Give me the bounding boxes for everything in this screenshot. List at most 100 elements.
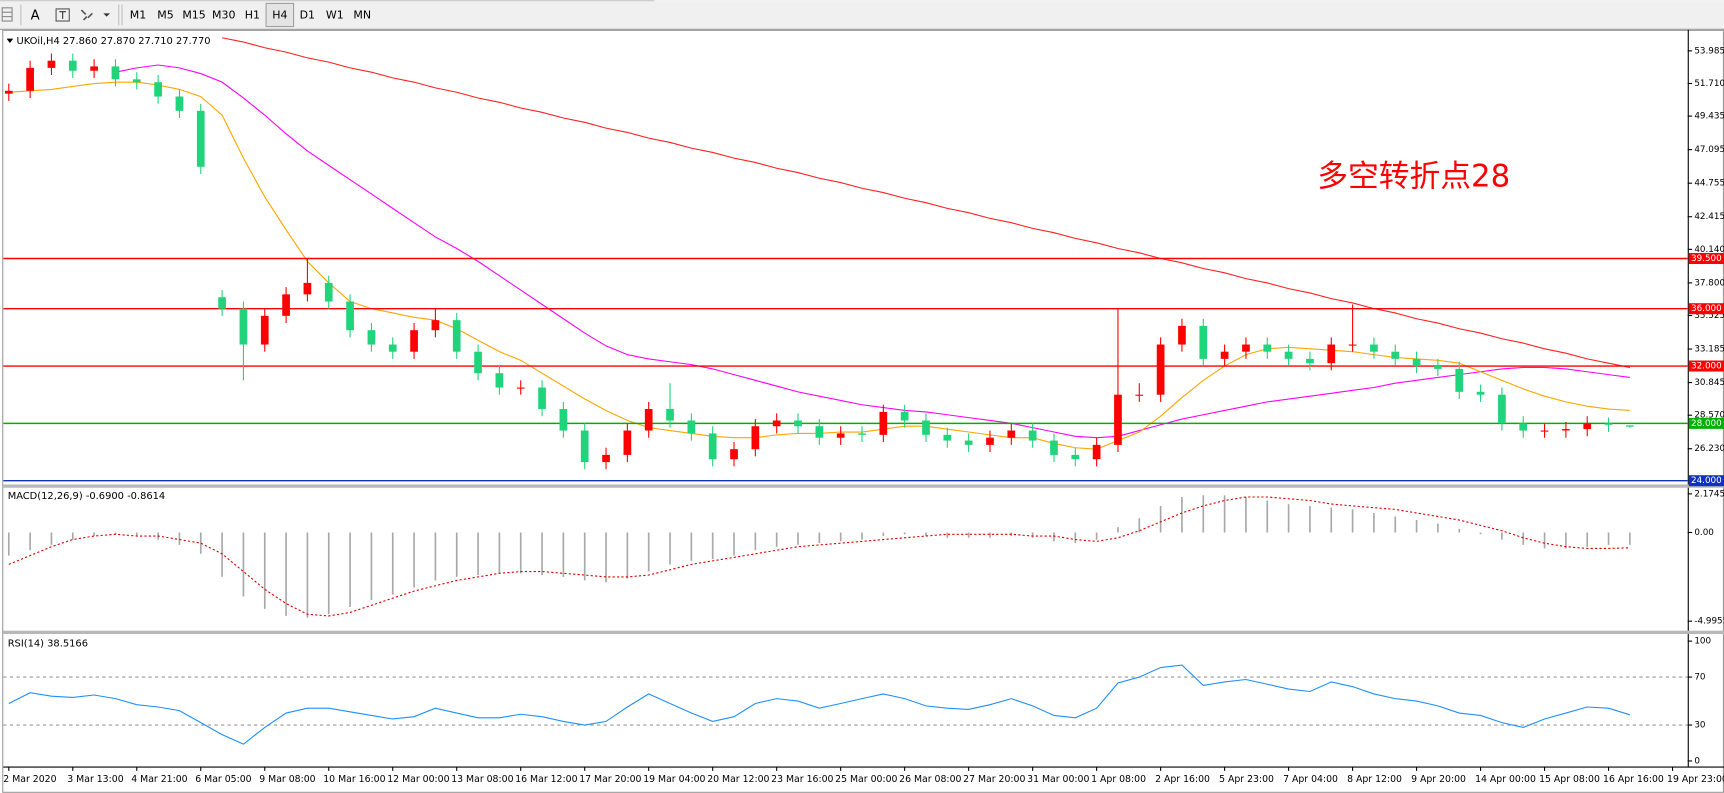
icon-arrow [103, 13, 110, 17]
timeframe-button[interactable]: MN [353, 9, 371, 22]
x-tick-label: 12 Mar 00:00 [387, 774, 449, 785]
x-tick-label: 19 Mar 04:00 [643, 774, 705, 785]
candle-body [324, 282, 333, 302]
candle-body [1199, 325, 1208, 359]
timeframe-button[interactable]: H1 [245, 9, 260, 22]
candle-body [1263, 344, 1272, 352]
y-tick-label: 37.800 [1694, 278, 1724, 288]
icon-frame [1, 7, 13, 22]
candle-body [644, 409, 653, 431]
candle-body [1412, 358, 1421, 367]
candle-body [90, 66, 98, 71]
candle-body [218, 297, 226, 309]
moving-average [221, 37, 1630, 369]
text-label-icon[interactable] [55, 8, 70, 22]
x-tick-label: 1 Apr 08:00 [1091, 774, 1146, 785]
timeframe-button[interactable]: M5 [157, 9, 173, 22]
y-tick-label: 44.755 [1694, 179, 1724, 189]
candle-body [623, 430, 632, 455]
x-tick-label: 16 Apr 16:00 [1603, 774, 1664, 785]
level-label-bg [1688, 360, 1724, 372]
level-label-bg [1688, 475, 1724, 487]
candle-body [154, 82, 162, 97]
candle-body [730, 449, 738, 460]
candle-body [602, 454, 610, 463]
y-tick-label: 26.230 [1694, 444, 1724, 454]
candle-body [986, 437, 994, 445]
timeframe-button[interactable]: M30 [212, 9, 235, 22]
candle-body [1306, 358, 1314, 364]
y-tick-label: 70 [1694, 673, 1705, 683]
x-tick-label: 10 Mar 16:00 [323, 774, 385, 785]
x-tick-label: 17 Mar 20:00 [579, 774, 641, 785]
rsi-line [8, 664, 1631, 745]
annotation: 多空转折点28 [1317, 159, 1510, 195]
candle-body [388, 344, 397, 352]
level-label-bg [1688, 303, 1724, 315]
x-tick-label: 6 Mar 05:00 [195, 774, 251, 785]
price-header: UKOil,H4 27.860 27.870 27.710 27.770 [16, 36, 210, 47]
candle-body [1562, 429, 1570, 431]
macd-signal [8, 496, 1630, 617]
header-triangle [6, 38, 14, 44]
objects-icon[interactable] [80, 9, 110, 21]
level-label: 24.000 [1691, 476, 1722, 486]
text-button[interactable]: A [31, 9, 40, 24]
candle-body [410, 330, 418, 352]
candle-body [964, 440, 973, 445]
x-tick-label: 2 Apr 16:00 [1155, 774, 1210, 785]
candle-body [1071, 454, 1080, 460]
candle-body [943, 434, 952, 441]
candle-body [452, 320, 461, 352]
price-panel [3, 37, 1688, 482]
candle-body [516, 387, 525, 389]
candle-body [175, 96, 184, 111]
candle-body [196, 110, 205, 167]
candle-body [132, 79, 141, 83]
candle-body [26, 67, 34, 91]
timeframe-button[interactable]: M1 [130, 9, 146, 22]
axes: 53.985 51.710 49.435 47.095 44.755 42.415 40.1… [3, 46, 1724, 785]
candle-body [580, 430, 589, 463]
x-tick-label: 9 Mar 08:00 [259, 774, 315, 785]
y-tick-label: -4.9955 [1694, 617, 1724, 627]
candle-body [1114, 394, 1122, 445]
x-tick-label: 9 Apr 20:00 [1411, 774, 1466, 785]
rsi-panel [3, 664, 1688, 745]
y-tick-label: 35.525 [1694, 311, 1724, 321]
timeframe-button[interactable]: H4 [272, 9, 287, 22]
y-tick-label: 28.570 [1694, 411, 1724, 421]
x-tick-label: 13 Mar 08:00 [451, 774, 513, 785]
x-tick-label: 16 Mar 12:00 [515, 774, 577, 785]
candle-body [1178, 325, 1186, 345]
timeframe-button[interactable]: M15 [182, 9, 205, 22]
candle-body [559, 409, 568, 431]
candle-body [751, 426, 760, 450]
icon-frame [55, 8, 70, 22]
level-label: 39.500 [1691, 254, 1722, 264]
candle-body [239, 308, 248, 345]
chart-frame [2, 29, 1724, 793]
timeframe-button[interactable]: W1 [326, 9, 344, 22]
candle-body [1540, 430, 1549, 432]
candle-body [282, 294, 290, 316]
x-tick-label: 27 Mar 20:00 [963, 774, 1025, 785]
candle-body [666, 409, 674, 421]
candle-body [1498, 394, 1506, 424]
candle-body [431, 320, 440, 331]
candle-body [1220, 351, 1229, 359]
y-tick-label: 47.095 [1694, 145, 1724, 155]
y-tick-label: 53.985 [1694, 46, 1724, 56]
candle-body [1050, 440, 1058, 455]
y-tick-label: 42.415 [1694, 212, 1724, 222]
level-label-bg [1688, 253, 1724, 265]
timeframe-button[interactable]: D1 [300, 9, 315, 22]
crosshair-icon[interactable] [1, 7, 13, 22]
candle-body [111, 66, 120, 80]
candle-body [1391, 351, 1400, 359]
timeframe-pressed [265, 2, 295, 28]
candle-body [1242, 344, 1250, 352]
candle-body [922, 420, 930, 435]
x-tick-label: 4 Mar 21:00 [131, 774, 187, 785]
